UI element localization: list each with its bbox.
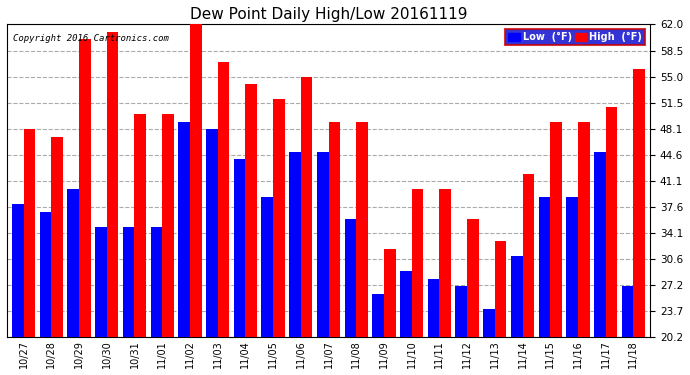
Bar <box>578 122 590 337</box>
Bar <box>289 152 301 337</box>
Bar <box>594 152 606 337</box>
Bar <box>522 174 534 337</box>
Bar <box>39 211 51 337</box>
Legend: Low  (°F), High  (°F): Low (°F), High (°F) <box>505 29 645 45</box>
Bar <box>622 286 633 337</box>
Bar <box>467 219 479 337</box>
Bar <box>412 189 424 337</box>
Bar <box>317 152 328 337</box>
Bar <box>301 77 313 337</box>
Bar <box>511 256 522 337</box>
Text: Copyright 2016 Cartronics.com: Copyright 2016 Cartronics.com <box>13 34 169 43</box>
Bar <box>384 249 395 337</box>
Bar <box>633 69 645 337</box>
Bar <box>95 226 107 337</box>
Bar <box>373 294 384 337</box>
Bar <box>400 272 412 337</box>
Bar <box>68 189 79 337</box>
Bar <box>328 122 340 337</box>
Bar <box>262 196 273 337</box>
Bar <box>162 114 174 337</box>
Bar <box>356 122 368 337</box>
Bar <box>455 286 467 337</box>
Bar <box>428 279 440 337</box>
Bar <box>135 114 146 337</box>
Bar <box>551 122 562 337</box>
Bar <box>344 219 356 337</box>
Bar <box>440 189 451 337</box>
Bar <box>107 32 119 337</box>
Bar <box>150 226 162 337</box>
Bar <box>123 226 135 337</box>
Bar <box>495 242 506 337</box>
Bar <box>51 137 63 337</box>
Bar <box>190 24 201 337</box>
Bar <box>273 99 285 337</box>
Bar <box>12 204 23 337</box>
Bar <box>539 196 551 337</box>
Bar <box>246 84 257 337</box>
Bar <box>178 122 190 337</box>
Bar <box>234 159 246 337</box>
Bar <box>566 196 578 337</box>
Bar <box>217 62 229 337</box>
Bar <box>483 309 495 337</box>
Bar <box>206 129 217 337</box>
Bar <box>79 39 90 337</box>
Bar <box>23 129 35 337</box>
Title: Dew Point Daily High/Low 20161119: Dew Point Daily High/Low 20161119 <box>190 7 467 22</box>
Bar <box>606 107 618 337</box>
